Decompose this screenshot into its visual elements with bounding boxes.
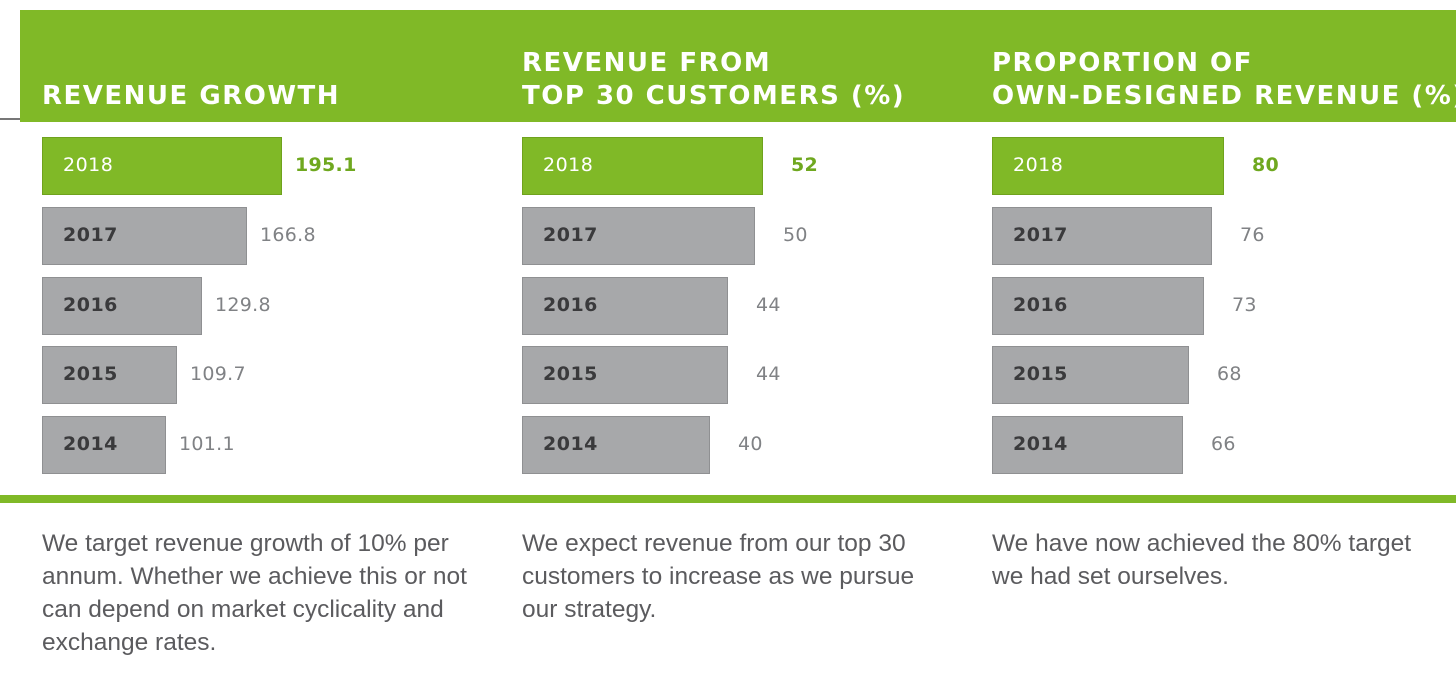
- bar-value-label: 73: [1232, 294, 1257, 316]
- bar-year-label: 2018: [1013, 154, 1064, 176]
- left-rule: [0, 118, 20, 120]
- bar-2016: 2016: [992, 277, 1204, 335]
- bar-value-label: 76: [1240, 224, 1265, 246]
- bar-2014: 2014: [42, 416, 166, 474]
- bar-2017: 2017: [992, 207, 1212, 265]
- bar-value-label: 129.8: [215, 294, 271, 316]
- bar-year-label: 2015: [543, 363, 598, 385]
- panel-note-own-designed-revenue: We have now achieved the 80% target we h…: [992, 530, 1412, 590]
- panel-title-top-30-customers: REVENUE FROM TOP 30 CUSTOMERS (%): [522, 47, 905, 113]
- bar-value-label: 40: [738, 433, 763, 455]
- bar-year-label: 2017: [63, 224, 118, 246]
- bar-2015: 2015: [992, 346, 1189, 404]
- bar-year-label: 2017: [1013, 224, 1068, 246]
- bar-value-label: 50: [783, 224, 808, 246]
- bar-value-label: 80: [1252, 154, 1280, 176]
- bar-2015: 2015: [522, 346, 728, 404]
- bar-value-label: 68: [1217, 363, 1242, 385]
- panel-note-revenue-growth: We target revenue growth of 10% per annu…: [42, 530, 467, 656]
- bar-year-label: 2015: [1013, 363, 1068, 385]
- bar-2018: 2018: [992, 137, 1224, 195]
- bar-2015: 2015: [42, 346, 177, 404]
- bar-value-label: 44: [756, 294, 781, 316]
- bar-2017: 2017: [522, 207, 755, 265]
- bar-value-label: 44: [756, 363, 781, 385]
- panel-title-revenue-growth: REVENUE GROWTH: [42, 80, 340, 113]
- bar-value-label: 195.1: [295, 154, 357, 176]
- bar-year-label: 2018: [63, 154, 114, 176]
- bar-value-label: 66: [1211, 433, 1236, 455]
- panel-title-line: PROPORTION OF: [992, 48, 1253, 78]
- bar-year-label: 2014: [63, 433, 118, 455]
- bar-year-label: 2016: [1013, 294, 1068, 316]
- panel-title-line: TOP 30 CUSTOMERS (%): [522, 81, 906, 111]
- panel-title-line: OWN-DESIGNED REVENUE (%): [992, 81, 1456, 111]
- bar-value-label: 101.1: [179, 433, 235, 455]
- bar-2018: 2018: [522, 137, 763, 195]
- bar-value-label: 109.7: [190, 363, 246, 385]
- bar-2014: 2014: [522, 416, 710, 474]
- bar-value-label: 52: [791, 154, 819, 176]
- bar-year-label: 2014: [1013, 433, 1068, 455]
- bar-year-label: 2016: [543, 294, 598, 316]
- bar-year-label: 2017: [543, 224, 598, 246]
- bar-2018: 2018: [42, 137, 282, 195]
- bar-year-label: 2015: [63, 363, 118, 385]
- panel-title-line: REVENUE GROWTH: [42, 81, 340, 111]
- bar-year-label: 2016: [63, 294, 118, 316]
- panel-title-own-designed-revenue: PROPORTION OF OWN-DESIGNED REVENUE (%): [992, 47, 1456, 113]
- panel-note-top-30-customers: We expect revenue from our top 30 custom…: [522, 530, 915, 623]
- bar-2017: 2017: [42, 207, 247, 265]
- bar-2016: 2016: [42, 277, 202, 335]
- bar-value-label: 166.8: [260, 224, 316, 246]
- bar-year-label: 2018: [543, 154, 594, 176]
- header-band: [20, 10, 1456, 122]
- bar-2016: 2016: [522, 277, 728, 335]
- bar-2014: 2014: [992, 416, 1183, 474]
- panel-title-line: REVENUE FROM: [522, 48, 772, 78]
- footer-divider: [0, 495, 1456, 503]
- bar-year-label: 2014: [543, 433, 598, 455]
